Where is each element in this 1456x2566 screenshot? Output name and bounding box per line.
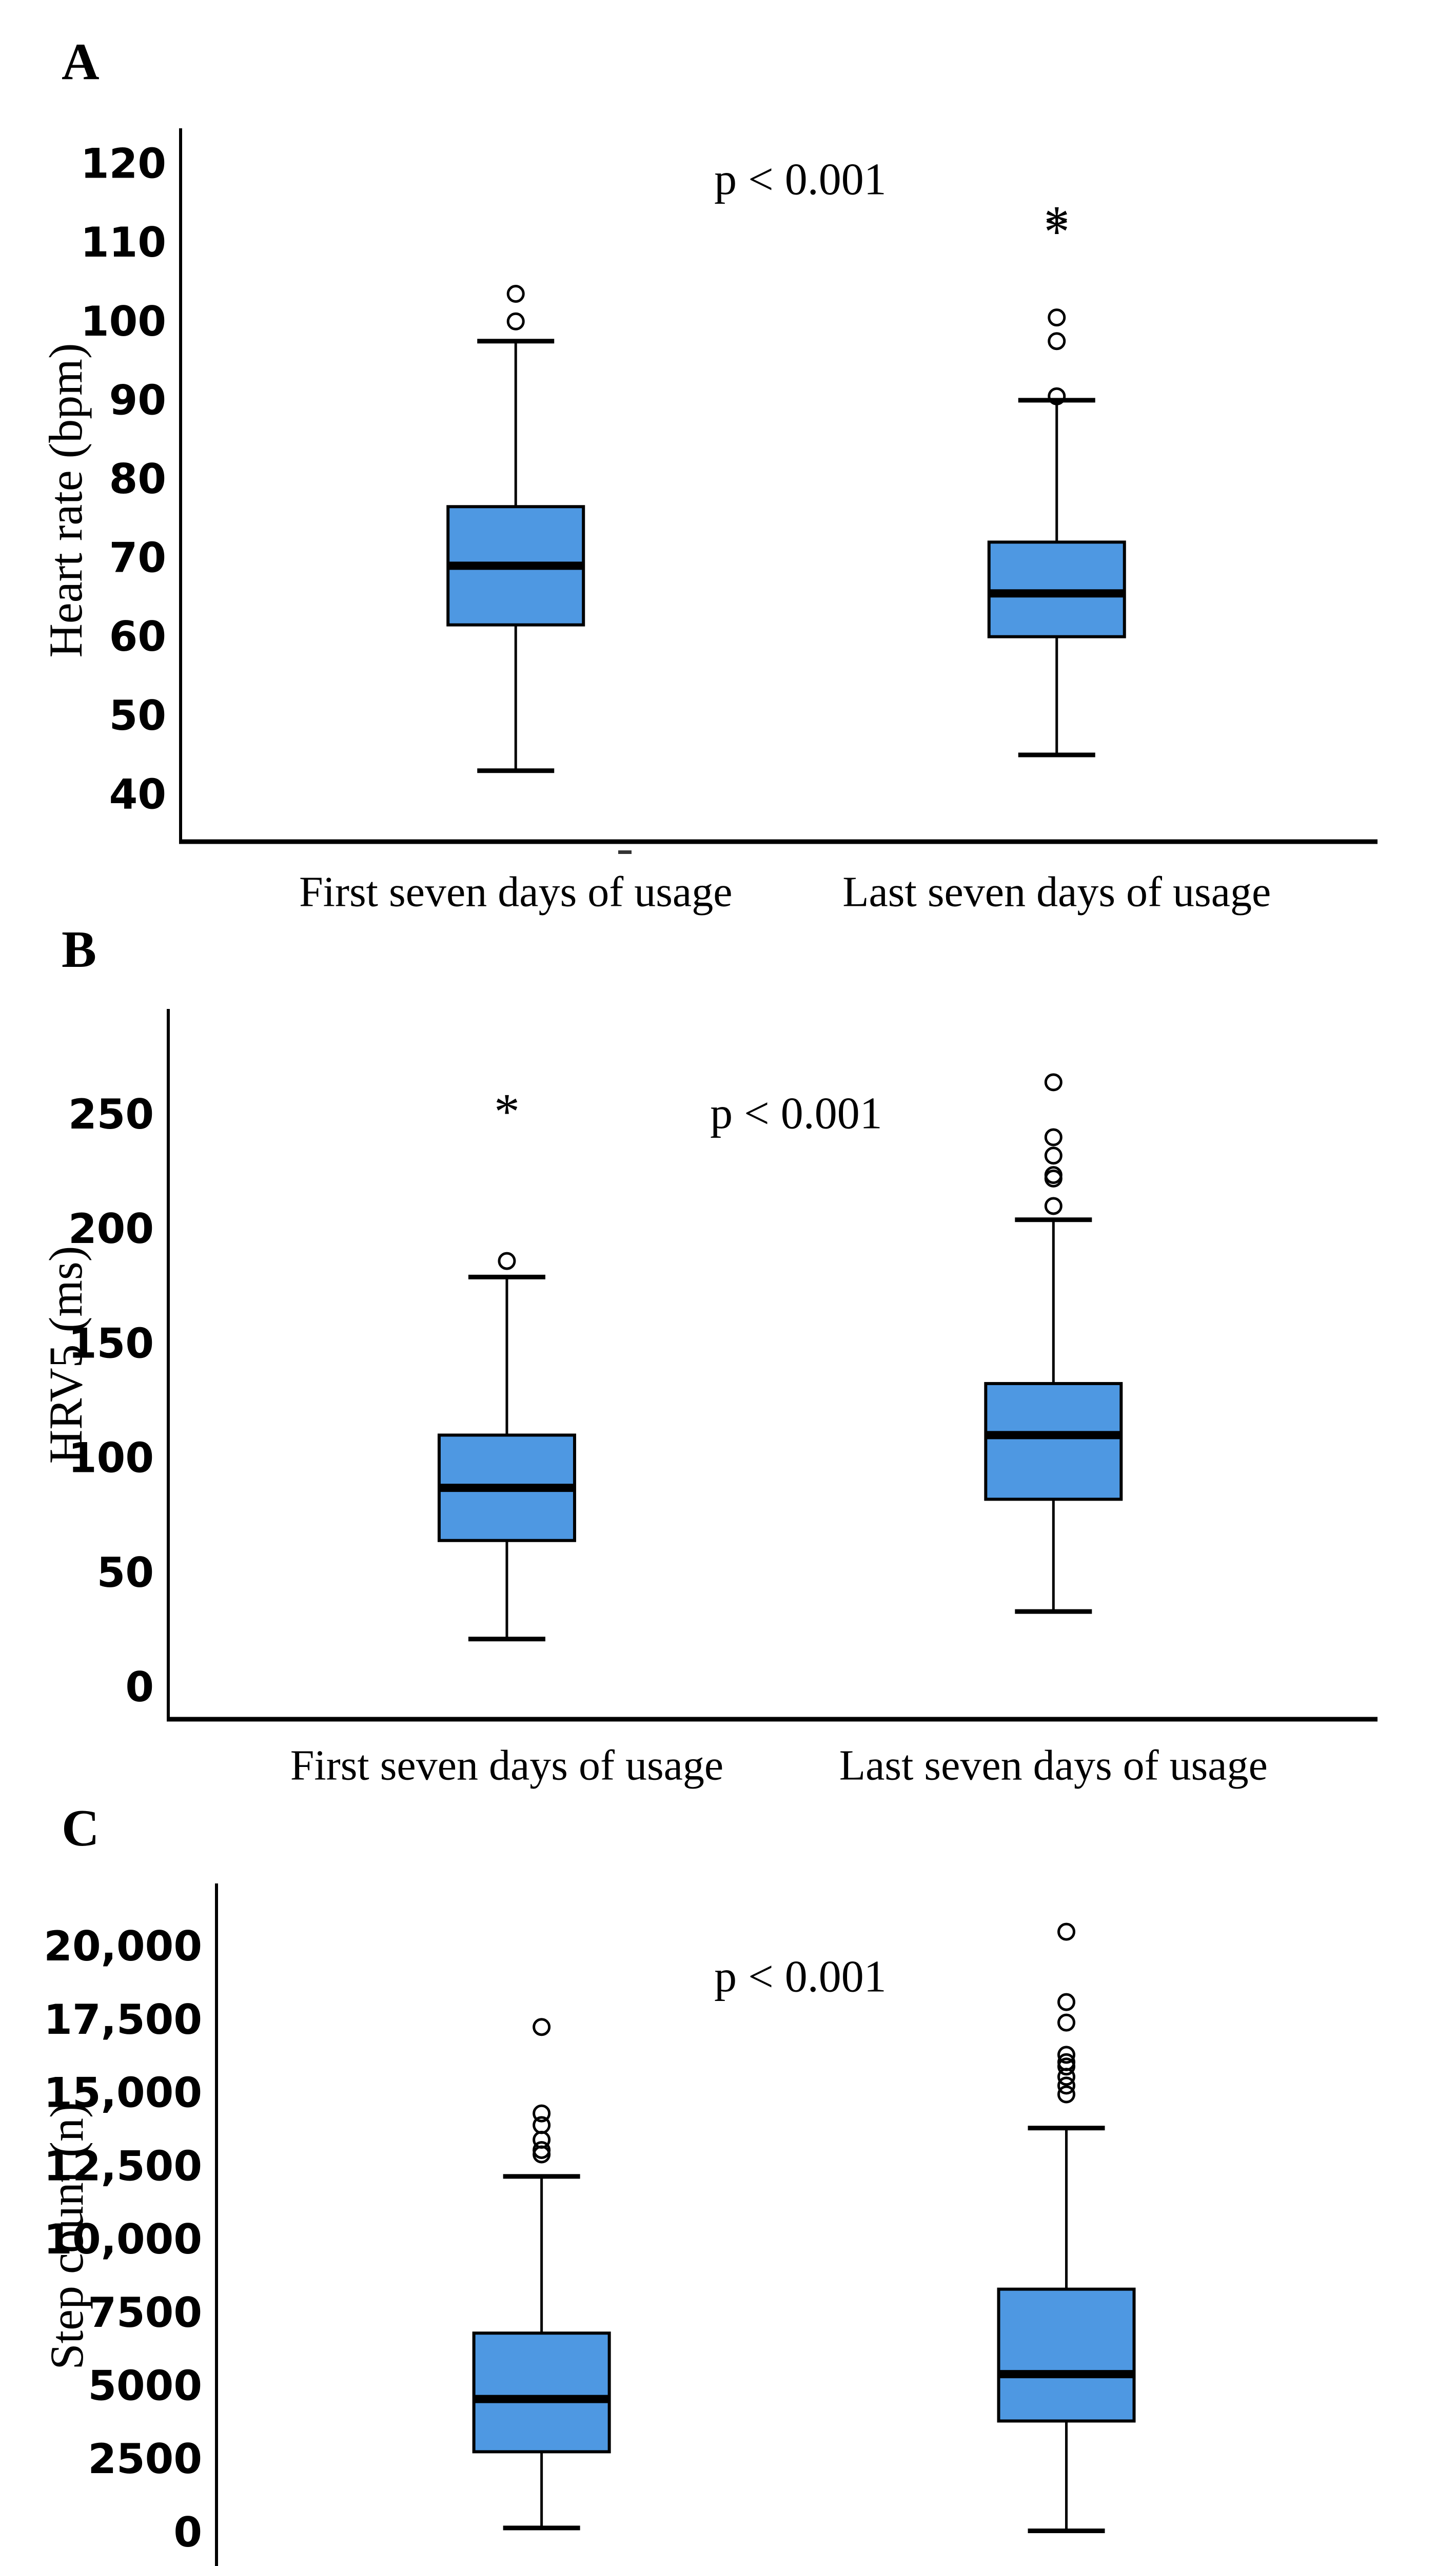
panel-b-y-tick-label: 150 xyxy=(68,1319,154,1367)
panel-c-box-first-seven-days-outlier-circle xyxy=(533,2104,551,2123)
panel-b-x-category-label: First seven days of usage xyxy=(290,1742,724,1790)
panel-a-x-category-label: Last seven days of usage xyxy=(842,868,1271,916)
panel-a-y-tick-label: 70 xyxy=(109,534,166,582)
panel-a-tick-artifact xyxy=(618,850,632,854)
panel-c-box-first-seven-days-outlier-circle xyxy=(533,2018,551,2036)
panel-c-box-last-seven-days-iqr-box xyxy=(997,2287,1136,2423)
panel-b-pvalue: p < 0.001 xyxy=(710,1088,882,1139)
panel-a-box-first-seven-days-outlier-circle xyxy=(506,285,525,303)
panel-c-box-last-seven-days-outlier-circle xyxy=(1057,2076,1076,2095)
panel-a-y-tick-label: 60 xyxy=(109,613,166,660)
panel-c-y-tick-label: 15,000 xyxy=(44,2069,202,2117)
panel-c-y-tick-label: 0 xyxy=(173,2509,202,2556)
panel-a-y-tick-label: 100 xyxy=(81,298,166,345)
panel-c-box-last-seven-days-outlier-circle xyxy=(1057,1922,1076,1941)
panel-a-letter: A xyxy=(62,33,100,91)
panel-c-y-tick-label: 17,500 xyxy=(44,1996,202,2044)
panel-c-y-tick-label: 2500 xyxy=(88,2435,202,2483)
panel-c-y-tick-label: 10,000 xyxy=(44,2215,202,2263)
panel-b-box-last-seven-days-outlier-circle xyxy=(1044,1197,1063,1215)
panel-c-box-first-seven-days-outlier-circle xyxy=(533,2116,551,2134)
panel-c-y-tick-label: 12,500 xyxy=(44,2142,202,2190)
panel-a-y-tick-label: 90 xyxy=(109,376,166,424)
panel-a-y-tick-label: 120 xyxy=(81,140,166,188)
panel-c-y-tick-label: 7500 xyxy=(88,2289,202,2337)
panel-c-box-last-seven-days-outlier-circle xyxy=(1057,2053,1076,2071)
panel-a-box-last-seven-days-outlier-circle xyxy=(1048,332,1066,351)
panel-a-box-last-seven-days-extreme-asterisk: * xyxy=(1044,195,1070,252)
panel-b-box-last-seven-days-outlier-circle xyxy=(1044,1146,1063,1165)
panel-b-box-first-seven-days-outlier-circle xyxy=(498,1252,516,1270)
panel-b-box-first-seven-days-extreme-asterisk: * xyxy=(494,1083,520,1140)
panel-a-y-tick-label: 40 xyxy=(109,770,166,818)
panel-b-y-tick-label: 0 xyxy=(125,1663,154,1711)
panel-c-box-last-seven-days-outlier-circle xyxy=(1057,2085,1076,2104)
panel-c-pvalue: p < 0.001 xyxy=(714,1952,887,2002)
panel-c-box-last-seven-days-outlier-circle xyxy=(1057,1993,1076,2011)
panel-b-y-tick-label: 100 xyxy=(68,1434,154,1482)
panel-b-letter: B xyxy=(62,921,97,979)
panel-a-y-tick-label: 110 xyxy=(81,219,166,266)
panel-a-box-last-seven-days-extreme-asterisk: * xyxy=(1044,203,1070,260)
panel-b-box-last-seven-days-outlier-circle xyxy=(1044,1128,1063,1146)
panel-c-letter: C xyxy=(62,1799,100,1857)
panel-a-pvalue: p < 0.001 xyxy=(714,154,887,205)
panel-b-y-tick-label: 50 xyxy=(97,1549,154,1597)
panel-b-y-tick-label: 200 xyxy=(68,1205,154,1253)
panel-c-y-tick-label: 5000 xyxy=(88,2362,202,2409)
panel-b-box-last-seven-days-iqr-box xyxy=(984,1382,1123,1501)
panel-c-box-first-seven-days-iqr-box xyxy=(472,2331,611,2454)
panel-c-box-first-seven-days-outlier-circle xyxy=(533,2141,551,2159)
panel-b-box-last-seven-days-outlier-circle xyxy=(1044,1073,1063,1092)
panel-a-x-category-label: First seven days of usage xyxy=(299,868,733,916)
panel-b-x-category-label: Last seven days of usage xyxy=(839,1742,1268,1790)
panel-a-y-tick-label: 80 xyxy=(109,455,166,503)
panel-b-y-tick-label: 250 xyxy=(68,1091,154,1138)
panel-a-box-last-seven-days-outlier-circle xyxy=(1048,308,1066,327)
panel-a-y-tick-label: 50 xyxy=(109,692,166,740)
panel-c-y-tick-label: 20,000 xyxy=(44,1922,202,1970)
panel-a-box-last-seven-days-outlier-circle xyxy=(1048,387,1066,405)
panel-a-box-first-seven-days-outlier-circle xyxy=(506,312,525,331)
panel-c-box-last-seven-days-outlier-circle xyxy=(1057,2013,1076,2032)
panel-c-box-last-seven-days-outlier-circle xyxy=(1057,2046,1076,2064)
panel-c-box-first-seven-days-outlier-circle xyxy=(533,2130,551,2149)
panel-b-box-last-seven-days-outlier-circle xyxy=(1044,1166,1063,1184)
